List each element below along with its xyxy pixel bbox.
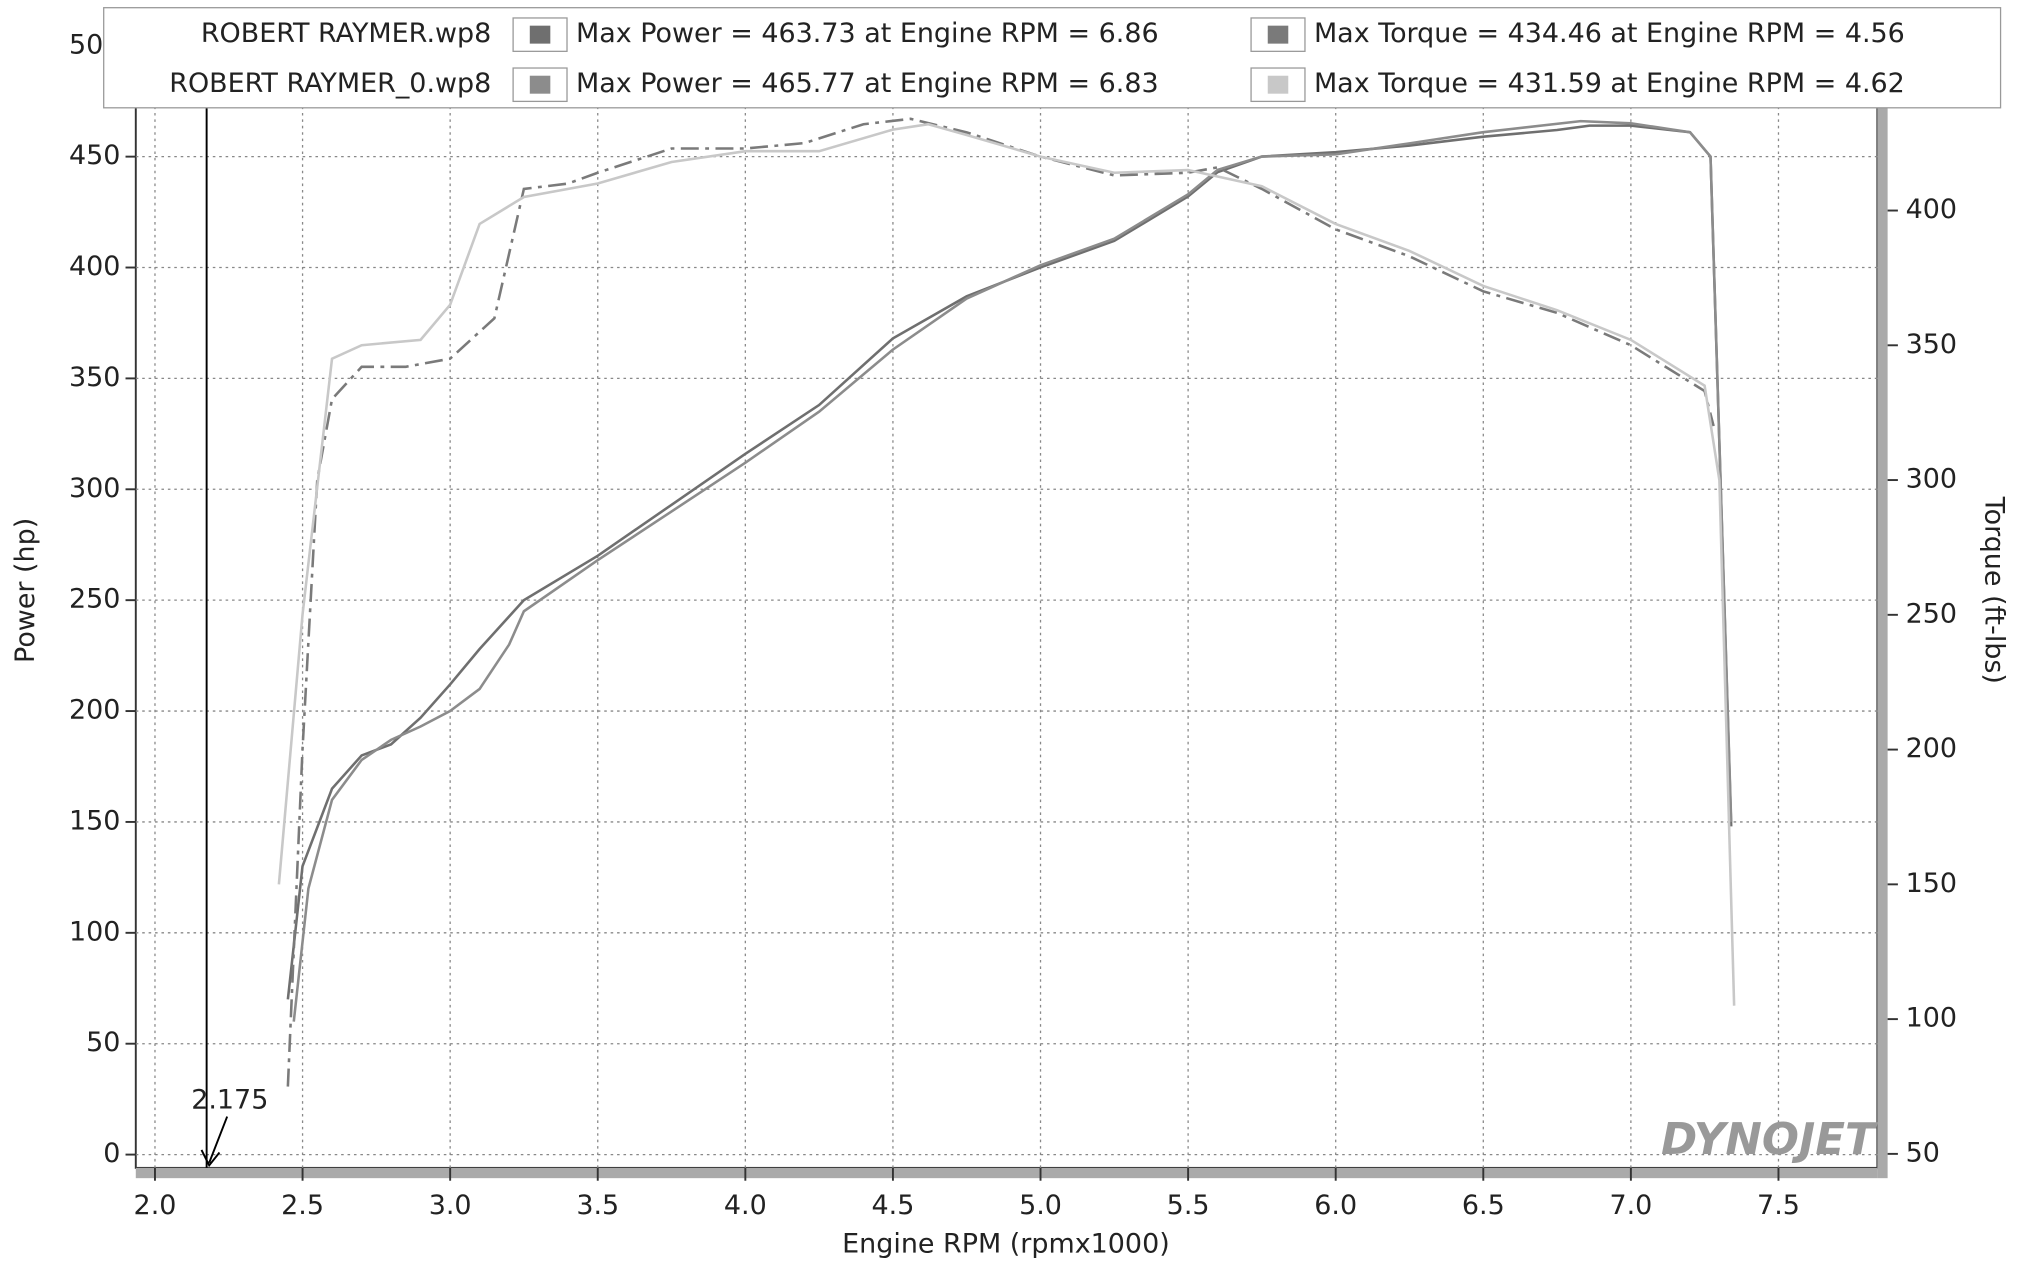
y2-tick-label: 250 xyxy=(1906,598,1957,629)
legend-label: Max Torque = 434.46 at Engine RPM = 4.56 xyxy=(1314,18,1905,49)
marks: 2.175 xyxy=(191,107,1736,1168)
legend-swatch-fill xyxy=(529,75,551,94)
x-tick-label: 7.0 xyxy=(1609,1190,1652,1221)
y-tick-label: 250 xyxy=(69,584,120,615)
legend-run: ROBERT RAYMER.wp8 xyxy=(201,18,491,49)
legend-label: Max Torque = 431.59 at Engine RPM = 4.62 xyxy=(1314,68,1905,99)
y-tick-label: 200 xyxy=(69,695,120,726)
y-tick-label: 300 xyxy=(69,473,120,504)
x-tick-label: 2.0 xyxy=(134,1190,177,1221)
x-tick-label: 5.0 xyxy=(1019,1190,1062,1221)
cursor-arrow xyxy=(200,1116,229,1168)
x-tick-label: 3.5 xyxy=(576,1190,619,1221)
y2-axis-label: Torque (ft-lbs) xyxy=(1978,496,2009,684)
series-line xyxy=(286,117,1715,1087)
y2-tick-label: 150 xyxy=(1906,868,1957,899)
x-tick-label: 4.5 xyxy=(872,1190,915,1221)
y2-tick-label: 300 xyxy=(1906,464,1957,495)
legend-swatch-fill xyxy=(529,25,551,44)
x-tick-label: 6.0 xyxy=(1314,1190,1357,1221)
y-tick-label: 50 xyxy=(86,1027,120,1058)
x-tick-label: 2.5 xyxy=(281,1190,324,1221)
legend-label: Max Power = 463.73 at Engine RPM = 6.86 xyxy=(576,18,1159,49)
legend-swatch-fill xyxy=(1267,75,1289,94)
y2-tick-label: 50 xyxy=(1906,1137,1940,1168)
x-tick-label: 3.0 xyxy=(429,1190,472,1221)
x-tick-label: 4.0 xyxy=(724,1190,767,1221)
series-line xyxy=(286,124,1733,1000)
logo: DYNOJET xyxy=(1661,1115,1878,1165)
series-line xyxy=(277,122,1736,1006)
plot-area xyxy=(134,9,1879,1169)
y-tick-label: 150 xyxy=(69,805,120,836)
series-line xyxy=(292,119,1733,1022)
y-tick-label: 450 xyxy=(69,140,120,171)
y-tick-label: 400 xyxy=(69,251,120,282)
grid xyxy=(135,10,1878,1168)
y-tick-label: 0 xyxy=(103,1138,120,1169)
x-tick-label: 7.5 xyxy=(1757,1190,1800,1221)
y2-tick-label: 200 xyxy=(1906,733,1957,764)
legend xyxy=(103,7,2002,109)
legend-run: ROBERT RAYMER_0.wp8 xyxy=(169,68,491,99)
legend-entries: ROBERT RAYMER.wp8 Max Power = 463.73 at E… xyxy=(169,17,1905,103)
x-tick-label: 6.5 xyxy=(1462,1190,1505,1221)
y2-axis-band xyxy=(1877,10,1888,1179)
cursor-label: 2.175 xyxy=(191,1085,268,1116)
y-tick-label: 350 xyxy=(69,362,120,393)
y2-tick-label: 400 xyxy=(1906,194,1957,225)
x-axis-label: Engine RPM (rpmx1000) xyxy=(842,1228,1170,1259)
y2-tick-label: 350 xyxy=(1906,329,1957,360)
legend-label: Max Power = 465.77 at Engine RPM = 6.83 xyxy=(576,68,1159,99)
legend-swatch-fill xyxy=(1267,25,1289,44)
y-tick-label: 100 xyxy=(69,916,120,947)
y2-tick-label: 100 xyxy=(1906,1003,1957,1034)
x-tick-label: 5.5 xyxy=(1167,1190,1210,1221)
y-axis-label: Power (hp) xyxy=(10,518,41,663)
x-axis-band xyxy=(135,1167,1878,1179)
